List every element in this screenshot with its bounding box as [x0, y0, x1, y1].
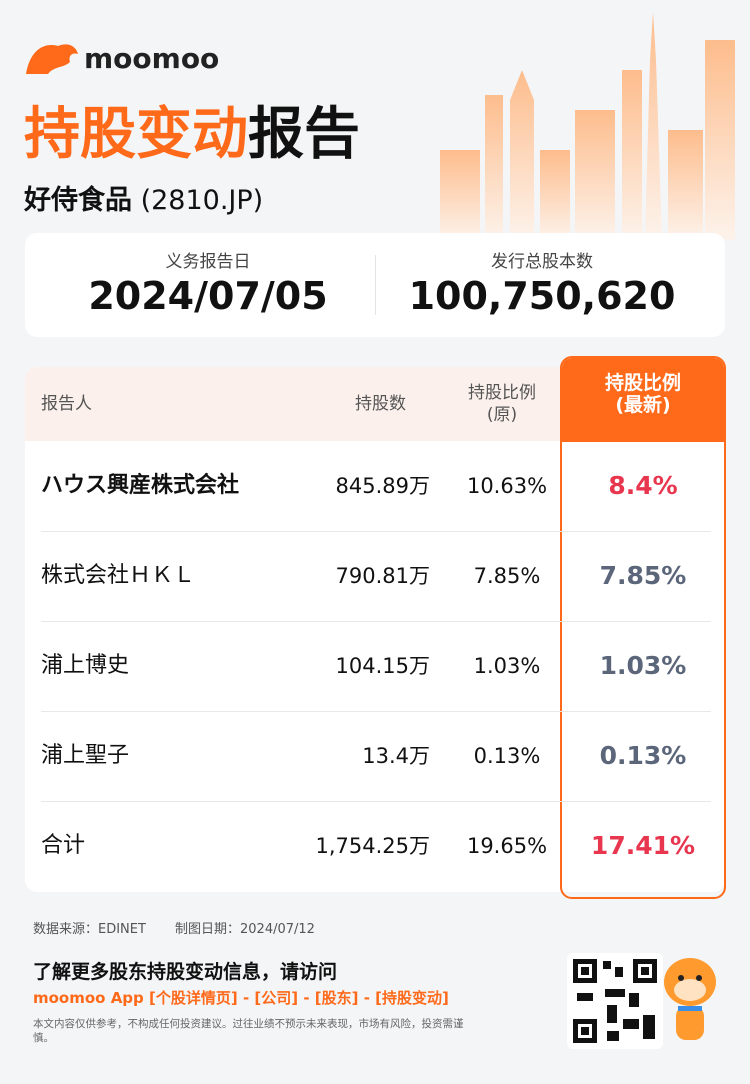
- title: 持股变动报告: [24, 100, 360, 170]
- qr-code: [567, 953, 663, 1049]
- source: 数据来源：EDINET: [33, 922, 146, 937]
- row-divider: [41, 711, 711, 712]
- logo-icon: [26, 44, 78, 74]
- summary-value: 2024/07/05: [88, 274, 328, 318]
- summary-label: 发行总股本数: [491, 252, 593, 272]
- company-name: 好侍食品: [24, 185, 132, 216]
- latest-header-bg: [562, 358, 724, 442]
- ratio-new: 17.41%: [590, 831, 696, 860]
- summary-value: 100,750,620: [408, 274, 676, 318]
- row-divider: [41, 621, 711, 622]
- table-header: 持股比例: [468, 383, 536, 403]
- table-header: 持股数: [355, 394, 406, 414]
- ratio-new: 1.03%: [599, 651, 687, 680]
- shares: 13.4万: [362, 744, 430, 768]
- title-rest: 报告: [248, 102, 360, 167]
- reporter: 浦上聖子: [41, 743, 130, 768]
- reporter: 合计: [41, 833, 86, 858]
- latest-column: [560, 356, 726, 899]
- row-divider: [41, 531, 711, 532]
- ratio-new: 0.13%: [599, 741, 687, 770]
- company-code: (2810.JP): [140, 185, 264, 216]
- app-path: moomoo App [个股详情页] - [公司] - [股东] - [持股变动…: [33, 989, 449, 1007]
- table-header: (最新): [615, 394, 671, 416]
- shares: 790.81万: [335, 564, 430, 588]
- summary-label: 义务报告日: [165, 252, 251, 272]
- skyline: [440, 12, 735, 240]
- table-header: 报告人: [41, 394, 92, 414]
- row-divider: [41, 801, 711, 802]
- reporter: ハウス興産株式会社: [41, 473, 240, 498]
- table-header: (原): [486, 405, 518, 425]
- brand: moomoo: [84, 42, 220, 75]
- title-highlight: 持股变动: [24, 102, 248, 167]
- disclaimer: 本文内容仅供参考，不构成任何投资建议。过往业绩不预示未来表现，市场有风险，投资需…: [33, 1018, 464, 1044]
- divider: [375, 255, 376, 315]
- ratio-old: 19.65%: [466, 834, 548, 858]
- mascot: [664, 958, 716, 1040]
- ratio-old: 1.03%: [473, 654, 541, 678]
- company: 好侍食品 (2810.JP): [24, 178, 263, 217]
- chart-date: 制图日期：2024/07/12: [175, 922, 315, 937]
- ratio-new: 7.85%: [599, 561, 687, 590]
- shares: 845.89万: [335, 474, 430, 498]
- ratio-new: 8.4%: [608, 471, 678, 500]
- table-header: 持股比例: [604, 372, 681, 394]
- ratio-old: 0.13%: [473, 744, 541, 768]
- summary-card: [25, 233, 725, 337]
- shares: 1,754.25万: [315, 834, 430, 858]
- shares: 104.15万: [335, 654, 430, 678]
- cta: 了解更多股东持股变动信息，请访问: [33, 961, 338, 983]
- ratio-old: 10.63%: [466, 474, 548, 498]
- reporter: 浦上博史: [41, 653, 130, 678]
- reporter: 株式会社ＨＫＬ: [41, 563, 196, 588]
- ratio-old: 7.85%: [473, 564, 541, 588]
